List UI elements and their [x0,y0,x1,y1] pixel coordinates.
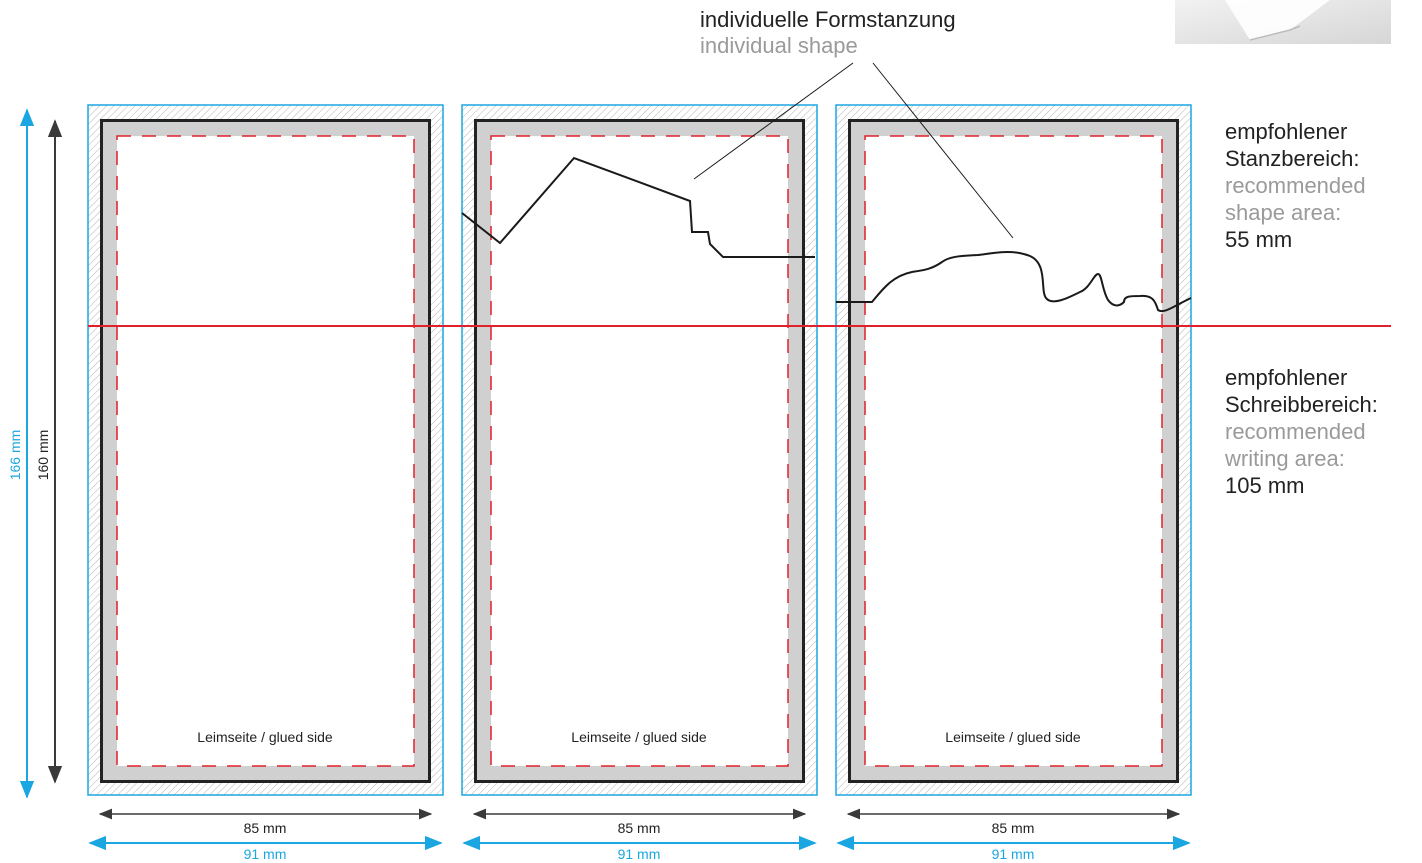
glued-side-label: Leimseite / glued side [945,729,1081,745]
width-outer-label: 91 mm [618,846,661,862]
glued-side-label: Leimseite / glued side [197,729,333,745]
callout-title-en: individual shape [700,33,858,58]
shape-area-value: 55 mm [1225,227,1292,252]
writing-area-annotation: empfohlener Schreibbereich: recommended … [1224,365,1378,498]
writing-area-line2: Schreibbereich: [1225,392,1378,417]
card-photo-icon [1175,0,1391,44]
width-inner-label: 85 mm [992,820,1035,836]
curved-shape-cut-line [836,251,1192,313]
writing-area-line1: empfohlener [1225,365,1347,390]
shape-area-line4: shape area: [1225,200,1341,225]
height-inner-label: 160 mm [35,430,51,481]
shape-area-line1: empfohlener [1225,119,1347,144]
width-outer-label: 91 mm [992,846,1035,862]
card-template-2: Leimseite / glued side 85 mm 91 mm [461,104,818,862]
width-outer-label: 91 mm [244,846,287,862]
width-inner-label: 85 mm [618,820,661,836]
callout-title-de: individuelle Formstanzung [700,7,956,32]
angular-shape-cut-line [461,156,815,258]
height-outer-label: 166 mm [7,430,23,481]
shape-area-line2: Stanzbereich: [1225,146,1360,171]
width-inner-label: 85 mm [244,820,287,836]
card-template-3: Leimseite / glued side 85 mm 91 mm [835,104,1192,862]
height-outer-dimension: 166 mm [7,108,35,799]
height-inner-dimension: 160 mm [35,119,63,784]
card-template-1: Leimseite / glued side 85 mm 91 mm [87,104,444,862]
glued-side-label: Leimseite / glued side [571,729,707,745]
shape-area-line3: recommended [1225,173,1366,198]
writing-area-line4: writing area: [1224,446,1345,471]
shape-area-annotation: empfohlener Stanzbereich: recommended sh… [1225,119,1366,252]
writing-area-line3: recommended [1225,419,1366,444]
callout-leader-line-1 [693,62,854,180]
writing-area-value: 105 mm [1225,473,1304,498]
callout-leader-line-2 [872,62,1014,239]
